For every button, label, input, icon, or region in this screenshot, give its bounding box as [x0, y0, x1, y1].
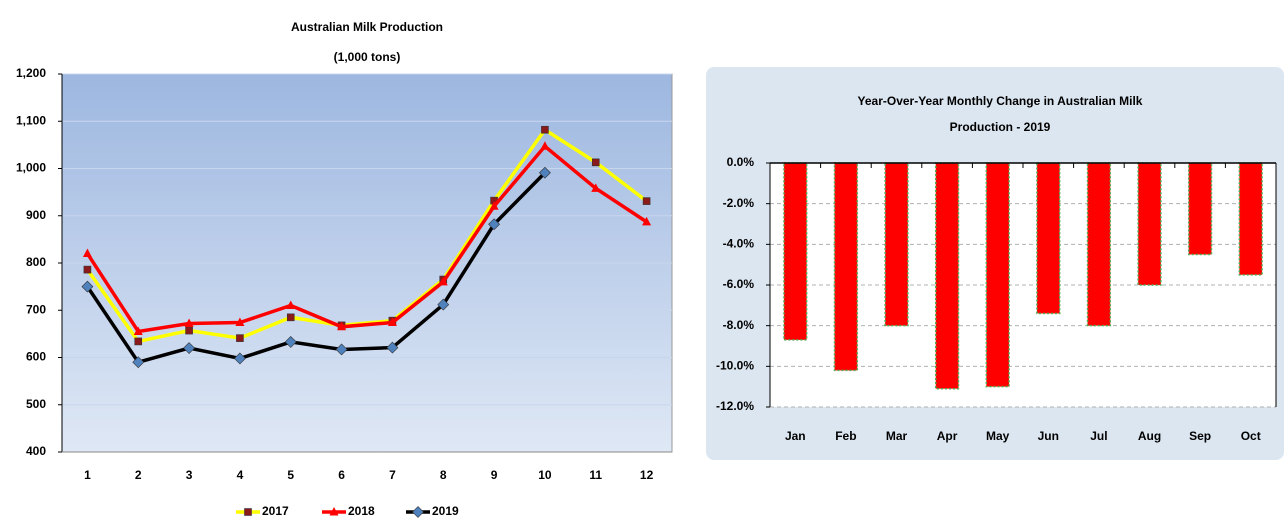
point	[183, 342, 196, 354]
x-tick-label: Jan	[785, 429, 806, 443]
y-tick-label: 900	[26, 208, 46, 222]
point	[134, 337, 143, 346]
legend-marker	[329, 507, 339, 516]
point	[233, 352, 246, 365]
bar	[1187, 162, 1213, 256]
point	[133, 326, 143, 336]
point	[335, 343, 348, 356]
legend-label: 2018	[348, 504, 375, 518]
legend-marker	[244, 508, 252, 516]
bar	[884, 162, 909, 327]
x-tick-label: 8	[440, 468, 447, 482]
x-tick-label: 11	[589, 468, 602, 482]
x-tick-label: Apr	[937, 429, 958, 443]
x-tick-label: Feb	[835, 429, 856, 443]
y-tick-label: -2.0%	[723, 196, 755, 210]
y-tick-label: -10.0%	[716, 359, 754, 373]
x-tick-label: 9	[491, 468, 498, 482]
x-tick-label: 2	[135, 468, 142, 482]
point	[236, 334, 244, 342]
bar	[1036, 162, 1061, 315]
legend-marker	[412, 506, 424, 518]
x-tick-label: 4	[237, 468, 244, 482]
y-tick-label: -12.0%	[716, 399, 754, 413]
point	[489, 201, 499, 210]
point	[132, 356, 145, 369]
point	[286, 300, 296, 310]
x-tick-label: Jun	[1038, 429, 1059, 443]
x-tick-label: 6	[338, 468, 345, 482]
point	[235, 317, 245, 327]
x-tick-label: Mar	[886, 429, 908, 443]
x-tick-label: 1	[84, 468, 91, 482]
bar	[783, 162, 808, 341]
point	[337, 321, 347, 331]
point	[83, 265, 92, 274]
y-tick-label: 1,200	[16, 66, 46, 80]
x-tick-label: 7	[389, 468, 396, 482]
y-tick-label: -4.0%	[723, 237, 755, 251]
series-line	[85, 171, 547, 365]
bar	[934, 162, 960, 390]
point	[284, 335, 297, 348]
bar	[1238, 162, 1263, 276]
point	[438, 276, 448, 286]
point	[591, 183, 601, 192]
x-tick-label: 12	[640, 468, 654, 482]
bar	[833, 162, 859, 372]
x-tick-label: Sep	[1189, 429, 1211, 443]
point	[82, 248, 92, 258]
x-tick-label: May	[986, 429, 1010, 443]
bar	[1086, 162, 1112, 327]
point	[642, 197, 651, 205]
chart-title: Year-Over-Year Monthly Change in Austral…	[858, 94, 1143, 108]
point	[386, 341, 399, 354]
point	[642, 216, 652, 226]
point	[540, 141, 550, 150]
x-tick-label: 3	[186, 468, 193, 482]
chart-title: Australian Milk Production	[291, 20, 443, 34]
point	[488, 218, 501, 231]
x-tick-label: 5	[287, 468, 294, 482]
x-tick-label: Oct	[1241, 429, 1261, 443]
y-tick-label: 500	[26, 397, 46, 411]
point	[437, 298, 450, 311]
y-tick-label: 700	[26, 302, 46, 316]
y-tick-label: 600	[26, 350, 46, 364]
y-tick-label: 0.0%	[727, 155, 755, 169]
point	[185, 326, 193, 335]
legend-label: 2019	[432, 504, 459, 518]
y-tick-label: 400	[26, 444, 46, 458]
bar	[1137, 162, 1162, 286]
x-tick-label: Aug	[1138, 429, 1161, 443]
y-tick-label: 1,000	[16, 161, 46, 175]
y-tick-label: -8.0%	[723, 318, 755, 332]
point	[538, 166, 551, 179]
series-line	[85, 143, 648, 334]
point	[541, 125, 549, 134]
legend-label: 2017	[262, 504, 289, 518]
point	[387, 317, 397, 327]
chart-subtitle: Production - 2019	[950, 120, 1051, 134]
point	[286, 313, 295, 322]
point	[81, 280, 94, 293]
y-tick-label: -6.0%	[723, 277, 755, 291]
y-tick-label: 800	[26, 255, 46, 269]
bar	[985, 162, 1010, 388]
x-tick-label: 10	[538, 468, 552, 482]
point	[184, 318, 194, 327]
chart-subtitle: (1,000 tons)	[334, 50, 401, 64]
point	[591, 158, 600, 167]
y-tick-label: 1,100	[16, 113, 46, 127]
x-tick-label: Jul	[1090, 429, 1107, 443]
